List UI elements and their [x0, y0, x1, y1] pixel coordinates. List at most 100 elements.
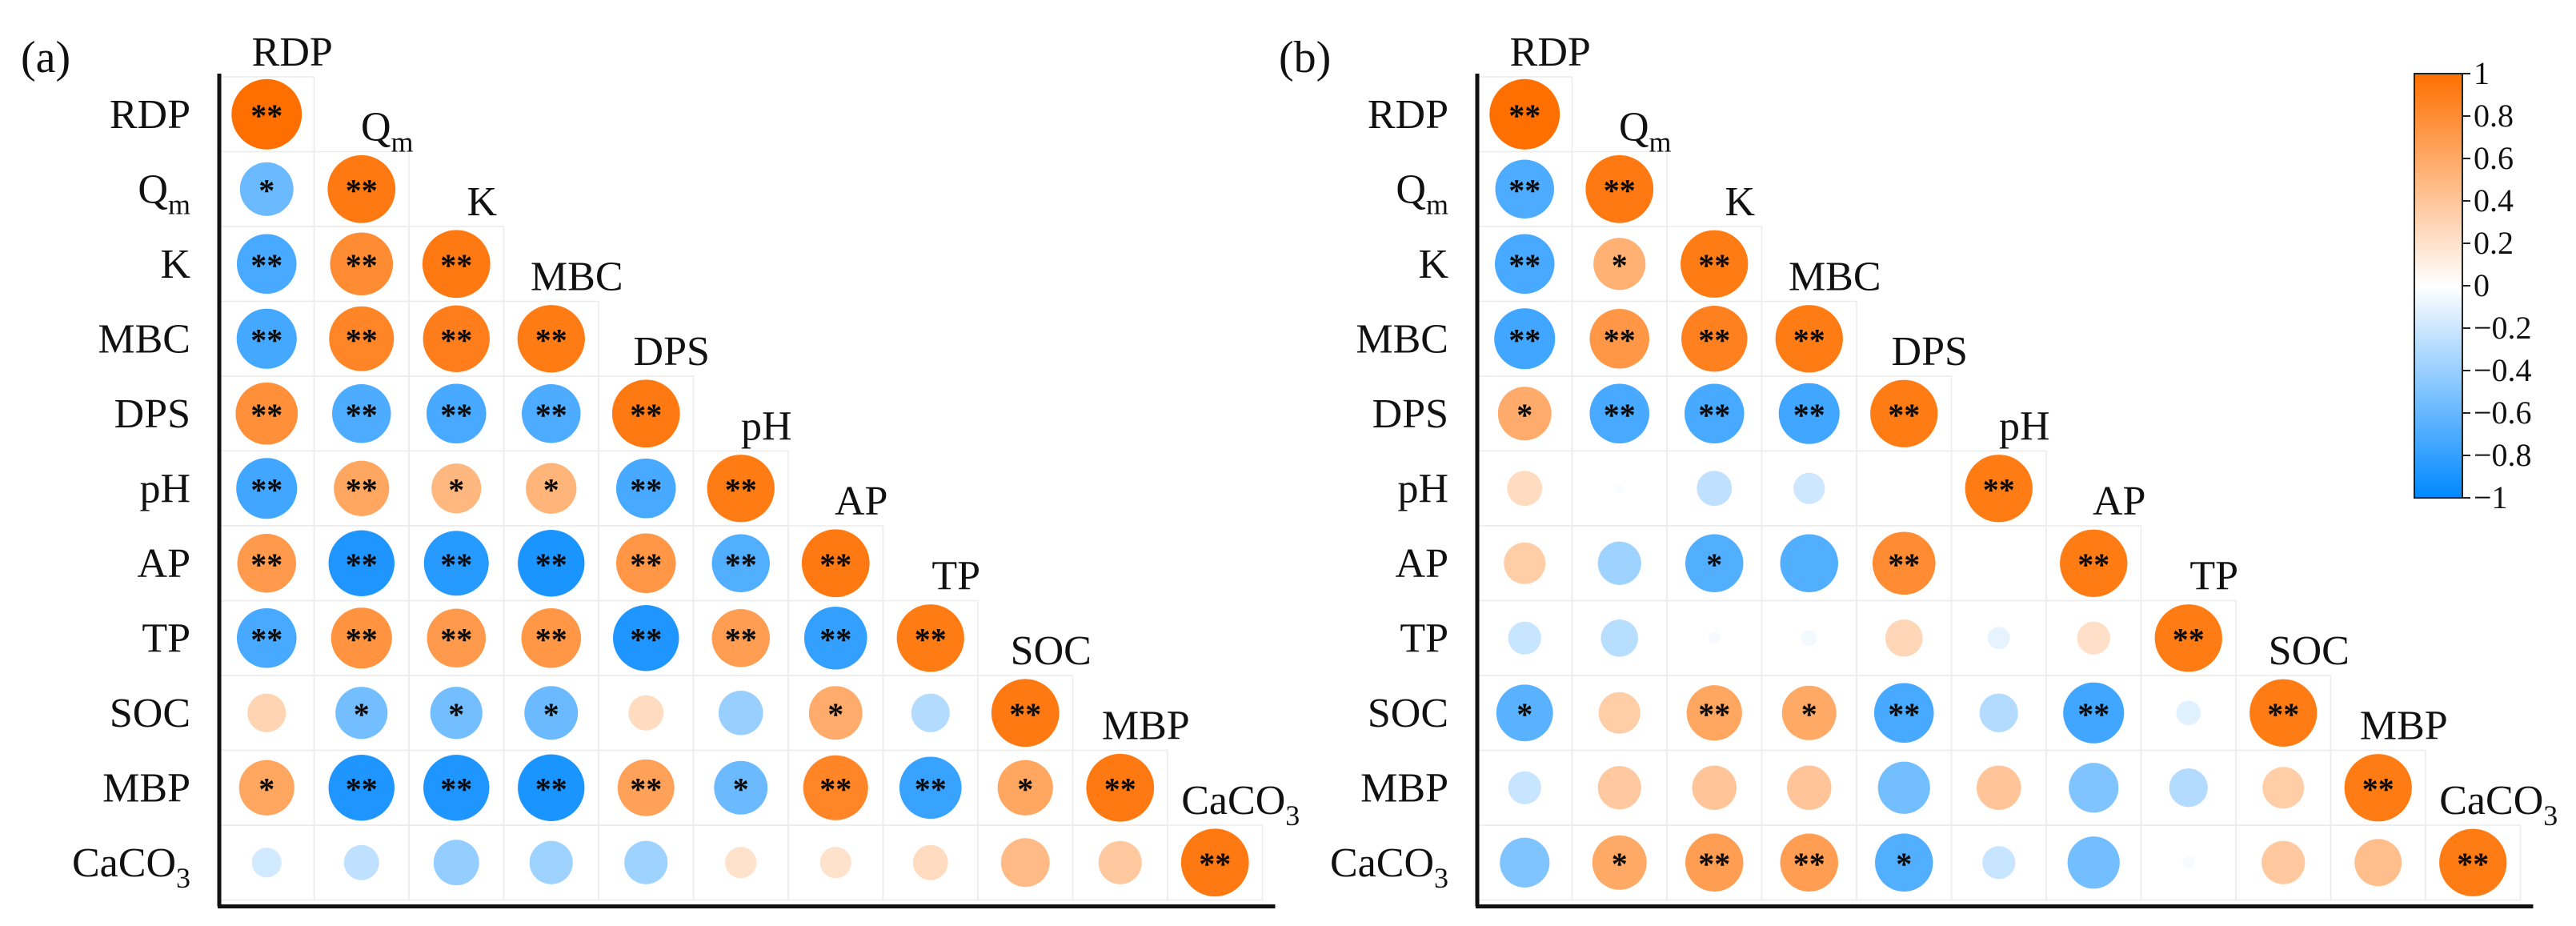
panel-b-correlation-matrix: (b)RDPQmKMBCDPSpHAPTPSOCMBPCaCO3RDPQmKMB…: [1279, 30, 2558, 908]
significance-star: *: [448, 696, 464, 732]
diag-label-soc: SOC: [2269, 628, 2350, 674]
diag-label-caco3: CaCO3: [1181, 778, 1300, 832]
corr-circle-dps-k: [1684, 383, 1745, 444]
corr-circle-tp-qm: [1600, 619, 1639, 657]
significance-star: **: [250, 247, 282, 283]
significance-star: **: [250, 471, 282, 507]
corr-circle-tp-ap: [2077, 621, 2110, 655]
corr-circle-dps-rdp: [235, 382, 298, 445]
diag-label-ph: pH: [741, 404, 792, 450]
corr-circle-ph-dps: [1901, 485, 1908, 492]
significance-star: **: [535, 771, 567, 807]
significance-star: *: [1612, 846, 1628, 882]
significance-star: **: [725, 471, 757, 507]
corr-circle-ph-k: [1697, 471, 1733, 507]
corr-circle-mbp-mbp: [2344, 754, 2412, 822]
significance-star: *: [1706, 547, 1722, 583]
corr-circle-mbp-rdp: [238, 760, 294, 816]
corr-circle-mbp-mbp: [1086, 753, 1155, 822]
significance-star: **: [1508, 247, 1540, 283]
significance-star: **: [440, 621, 472, 657]
corr-circle-caco3-rdp: [1500, 837, 1550, 888]
corr-circle-mbp-dps: [1877, 761, 1930, 814]
correlation-marks: ****************************************…: [1489, 78, 2507, 896]
corr-circle-mbp-tp: [2169, 768, 2208, 808]
corr-circle-soc-soc: [2249, 679, 2318, 747]
significance-star: **: [535, 322, 567, 358]
corr-circle-soc-soc: [991, 679, 1060, 748]
corr-circle-ap-ph: [711, 534, 770, 592]
significance-star: **: [1698, 696, 1730, 732]
corr-circle-mbp-dps: [617, 759, 675, 816]
corr-circle-ap-ap: [2060, 529, 2128, 597]
diag-label-mbp: MBP: [2360, 704, 2448, 749]
colorbar-tick-label: −0.8: [2474, 437, 2532, 473]
panel-label: (b): [1279, 33, 1331, 82]
significance-star: *: [733, 771, 749, 807]
significance-star: *: [448, 471, 464, 507]
corr-circle-tp-tp: [2154, 604, 2222, 672]
significance-star: **: [725, 547, 757, 583]
row-label-qm: Qm: [1396, 166, 1448, 220]
significance-star: **: [250, 98, 282, 134]
corr-circle-caco3-mbc: [1780, 833, 1838, 892]
significance-star: **: [440, 771, 472, 807]
corr-circle-caco3-soc: [2262, 840, 2306, 884]
significance-star: *: [543, 471, 559, 507]
diag-label-tp: TP: [931, 554, 980, 599]
significance-star: **: [630, 621, 662, 657]
corr-circle-tp-mbc: [521, 607, 582, 668]
significance-star: **: [346, 547, 378, 583]
significance-star: **: [630, 471, 662, 507]
significance-star: **: [915, 771, 947, 807]
significance-star: **: [819, 621, 851, 657]
corr-circle-ap-k: [423, 531, 489, 596]
corr-circle-caco3-mbp: [2354, 839, 2402, 887]
corr-circle-soc-ap: [808, 686, 863, 740]
corr-circle-mbp-qm: [328, 755, 395, 821]
significance-star: **: [2267, 696, 2299, 732]
corr-circle-k-qm: [330, 232, 394, 296]
row-label-mbc: MBC: [1356, 316, 1448, 362]
significance-star: **: [1793, 397, 1825, 433]
corr-circle-soc-mbc: [1781, 685, 1837, 740]
corr-circle-mbc-k: [1681, 306, 1748, 372]
corr-circle-mbp-ap: [2069, 763, 2119, 813]
corr-circle-soc-k: [1686, 685, 1742, 741]
colorbar-gradient: [2414, 73, 2463, 499]
significance-star: **: [250, 547, 282, 583]
corr-circle-mbc-qm: [329, 306, 395, 371]
corr-circle-mbp-k: [423, 755, 490, 821]
colorbar-tick-label: −0.4: [2474, 352, 2532, 388]
significance-star: **: [630, 771, 662, 807]
corr-circle-tp-k: [1708, 631, 1721, 644]
significance-star: **: [346, 621, 378, 657]
significance-star: **: [2077, 696, 2109, 732]
corr-circle-ap-mbc: [1780, 534, 1838, 592]
corr-circle-soc-ap: [2063, 682, 2125, 744]
significance-star: **: [1104, 771, 1136, 807]
corr-circle-soc-ph: [718, 690, 763, 736]
significance-star: **: [1604, 397, 1636, 433]
significance-star: **: [630, 397, 662, 433]
corr-circle-k-rdp: [236, 234, 297, 295]
significance-star: *: [258, 172, 274, 208]
corr-circle-mbp-ph: [1976, 765, 2021, 811]
corr-circle-caco3-dps: [624, 840, 668, 884]
corr-circle-tp-rdp: [236, 607, 297, 668]
corr-circle-soc-k: [430, 687, 483, 740]
corr-circle-ap-k: [1685, 534, 1744, 592]
corr-circle-mbp-soc: [2262, 767, 2305, 809]
significance-star: **: [1888, 547, 1920, 583]
significance-star: **: [346, 771, 378, 807]
corr-circle-caco3-k: [1685, 833, 1744, 892]
corr-circle-mbc-mbc: [517, 305, 585, 373]
diag-label-caco3: CaCO3: [2439, 778, 2558, 832]
row-label-k: K: [160, 242, 190, 287]
significance-star: *: [1516, 696, 1532, 732]
row-label-rdp: RDP: [110, 92, 190, 138]
corr-circle-ph-qm: [1614, 483, 1625, 494]
panel-label: (a): [21, 33, 70, 82]
significance-star: **: [725, 621, 757, 657]
